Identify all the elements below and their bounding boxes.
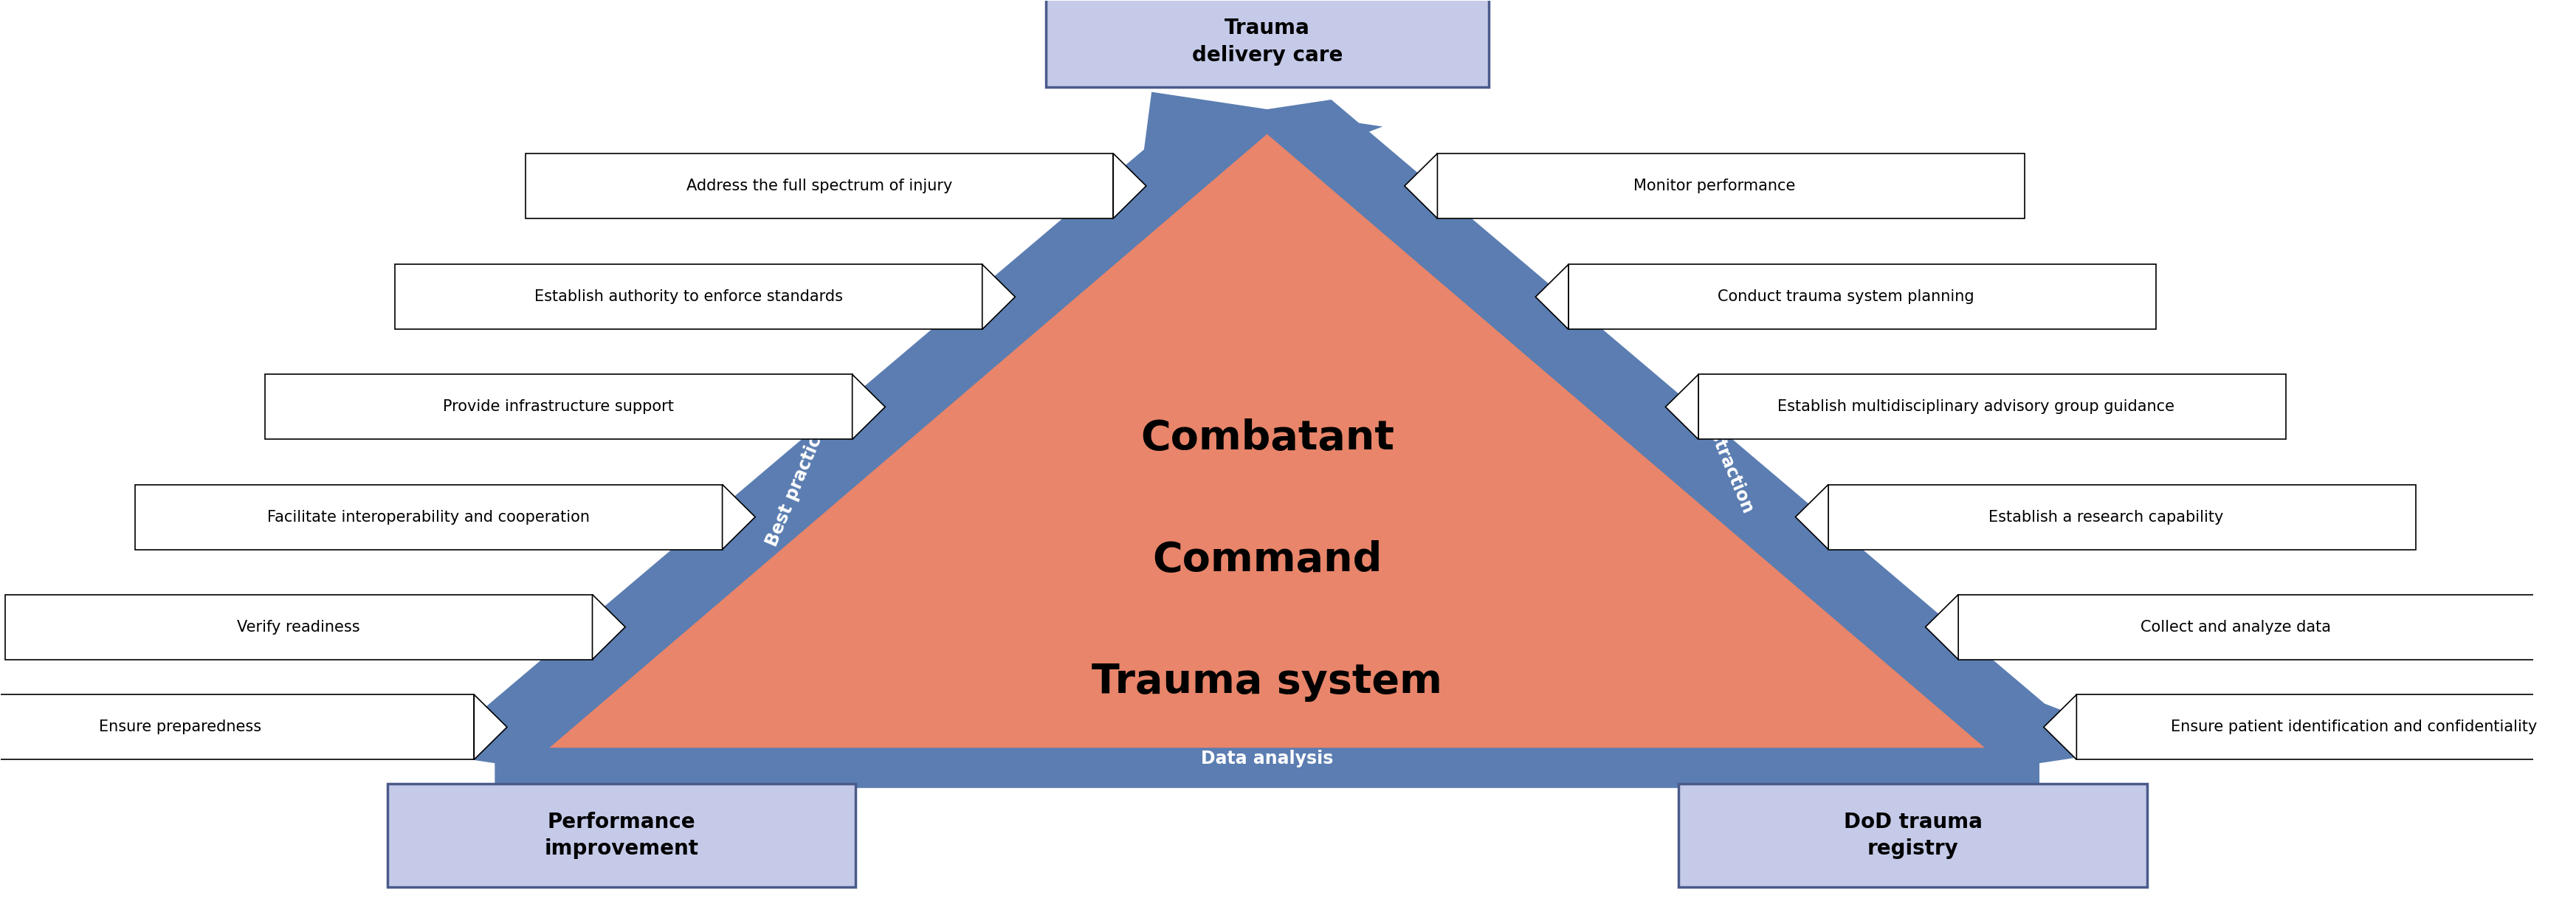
Polygon shape (981, 264, 1015, 329)
Text: Monitor performance: Monitor performance (1633, 179, 1795, 193)
Polygon shape (474, 694, 507, 759)
Polygon shape (1795, 485, 1829, 550)
Text: Data analysis: Data analysis (1200, 749, 1334, 767)
FancyBboxPatch shape (265, 374, 853, 439)
FancyBboxPatch shape (394, 264, 981, 329)
FancyBboxPatch shape (1046, 0, 1489, 87)
Text: Trauma
delivery care: Trauma delivery care (1193, 18, 1342, 65)
Text: Conduct trauma system planning: Conduct trauma system planning (1718, 289, 1973, 305)
Text: Command: Command (1151, 541, 1381, 580)
Polygon shape (2043, 694, 2076, 759)
Polygon shape (549, 134, 1986, 748)
Polygon shape (1667, 374, 1698, 439)
Text: Trauma system: Trauma system (1092, 662, 1443, 702)
FancyBboxPatch shape (1958, 595, 2545, 659)
Text: Facilitate interoperability and cooperation: Facilitate interoperability and cooperat… (268, 510, 590, 524)
Polygon shape (853, 374, 886, 439)
FancyBboxPatch shape (386, 784, 855, 887)
Text: Ensure patient identification and confidentiality: Ensure patient identification and confid… (2172, 720, 2537, 734)
FancyBboxPatch shape (1680, 784, 2146, 887)
Text: Address the full spectrum of injury: Address the full spectrum of injury (688, 179, 953, 193)
Text: Provide infrastructure support: Provide infrastructure support (443, 400, 675, 414)
FancyBboxPatch shape (1437, 154, 2025, 219)
FancyBboxPatch shape (2076, 694, 2576, 759)
Polygon shape (1404, 154, 1437, 219)
Text: Verify readiness: Verify readiness (237, 619, 361, 635)
Polygon shape (430, 92, 1383, 773)
Text: Collect and analyze data: Collect and analyze data (2141, 619, 2331, 635)
Text: DoD trauma
registry: DoD trauma registry (1844, 812, 1981, 859)
Polygon shape (1113, 154, 1146, 219)
FancyBboxPatch shape (1698, 374, 2285, 439)
Text: Data abstraction: Data abstraction (1677, 357, 1757, 515)
Polygon shape (495, 719, 2040, 808)
Text: Best practice guidelines: Best practice guidelines (762, 324, 871, 549)
Text: Establish a research capability: Establish a research capability (1989, 510, 2223, 524)
Text: Performance
improvement: Performance improvement (544, 812, 698, 859)
FancyBboxPatch shape (526, 154, 1113, 219)
Polygon shape (1535, 264, 1569, 329)
Polygon shape (1924, 595, 1958, 659)
Text: Establish authority to enforce standards: Establish authority to enforce standards (533, 289, 842, 305)
Polygon shape (1203, 99, 2156, 780)
Text: Ensure preparedness: Ensure preparedness (98, 720, 263, 734)
FancyBboxPatch shape (1569, 264, 2156, 329)
Polygon shape (721, 485, 755, 550)
FancyBboxPatch shape (0, 694, 474, 759)
Text: Establish multidisciplinary advisory group guidance: Establish multidisciplinary advisory gro… (1777, 400, 2174, 414)
Text: Combatant: Combatant (1141, 419, 1394, 458)
FancyBboxPatch shape (5, 595, 592, 659)
FancyBboxPatch shape (134, 485, 721, 550)
FancyBboxPatch shape (1829, 485, 2416, 550)
Polygon shape (592, 595, 626, 659)
